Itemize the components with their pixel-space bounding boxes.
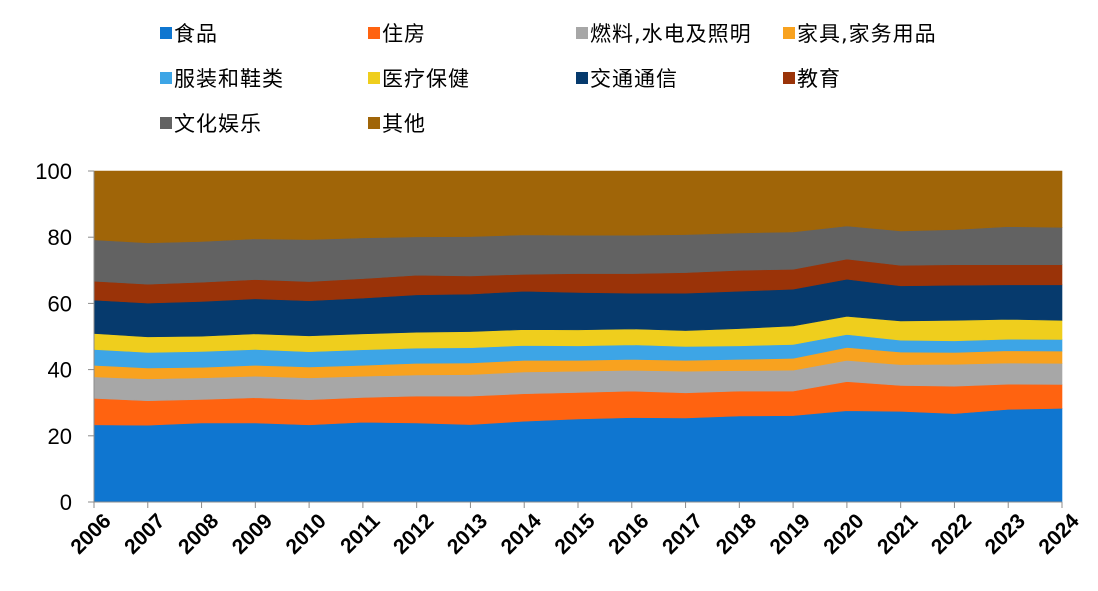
x-tick-label: 2014 xyxy=(497,509,547,559)
x-tick-label: 2011 xyxy=(336,509,385,558)
x-tick-label: 2012 xyxy=(389,509,438,558)
legend-label: 食品 xyxy=(174,22,218,46)
legend-label: 交通通信 xyxy=(590,67,678,91)
legend-item: 食品 xyxy=(160,22,218,46)
legend-swatch xyxy=(783,72,795,84)
y-tick-label: 80 xyxy=(48,225,72,250)
y-tick-label: 60 xyxy=(48,291,72,316)
legend-swatch xyxy=(160,27,172,39)
legend-item: 住房 xyxy=(368,22,426,46)
legend-label: 燃料,水电及照明 xyxy=(590,22,752,46)
legend-swatch xyxy=(368,72,380,84)
legend-item: 其他 xyxy=(368,112,426,136)
area-series-10 xyxy=(93,170,1063,244)
x-tick-label: 2013 xyxy=(443,509,492,558)
x-tick-label: 2021 xyxy=(873,509,923,559)
legend-swatch xyxy=(160,72,172,84)
legend-label: 家具,家务用品 xyxy=(797,22,937,46)
x-tick-label: 2023 xyxy=(981,509,1030,558)
x-tick-label: 2016 xyxy=(604,509,653,558)
legend-item: 服装和鞋类 xyxy=(160,67,284,91)
legend-swatch xyxy=(368,27,380,39)
y-tick-label: 20 xyxy=(48,424,72,449)
legend-item: 燃料,水电及照明 xyxy=(576,22,752,46)
legend-item: 家具,家务用品 xyxy=(783,22,937,46)
legend-item: 医疗保健 xyxy=(368,67,470,91)
legend-swatch xyxy=(368,117,380,129)
x-tick-label: 2010 xyxy=(282,509,331,558)
x-tick-label: 2015 xyxy=(550,509,600,559)
x-tick-label: 2018 xyxy=(712,509,762,559)
x-tick-label: 2008 xyxy=(174,509,224,559)
y-tick-label: 100 xyxy=(35,159,72,184)
legend-label: 服装和鞋类 xyxy=(174,67,284,91)
legend-swatch xyxy=(576,72,588,84)
legend-swatch xyxy=(160,117,172,129)
x-tick-label: 2022 xyxy=(927,509,976,558)
x-tick-label: 2009 xyxy=(228,509,277,558)
legend-item: 教育 xyxy=(783,67,841,91)
legend-label: 住房 xyxy=(382,22,426,46)
legend-item: 文化娱乐 xyxy=(160,112,262,136)
x-tick-label: 2024 xyxy=(1034,509,1084,559)
x-tick-label: 2017 xyxy=(658,509,707,558)
x-tick-label: 2020 xyxy=(819,509,868,558)
plot-area: 0 20 40 60 80 100 2006 2007 2008 2009 2010 2011 2012… xyxy=(35,159,1084,559)
x-tick-label: 2006 xyxy=(66,509,115,558)
legend-item: 交通通信 xyxy=(576,67,678,91)
legend-label: 其他 xyxy=(382,112,426,136)
legend-swatch xyxy=(576,27,588,39)
y-tick-label: 0 xyxy=(60,490,72,515)
legend-label: 教育 xyxy=(797,67,841,91)
x-tick-label: 2007 xyxy=(120,509,169,558)
legend-swatch xyxy=(783,27,795,39)
x-tick-label: 2019 xyxy=(766,509,815,558)
legend-label: 医疗保健 xyxy=(382,67,470,91)
legend-label: 文化娱乐 xyxy=(174,112,262,136)
y-tick-label: 40 xyxy=(48,358,72,383)
area-series-group xyxy=(93,170,1063,503)
